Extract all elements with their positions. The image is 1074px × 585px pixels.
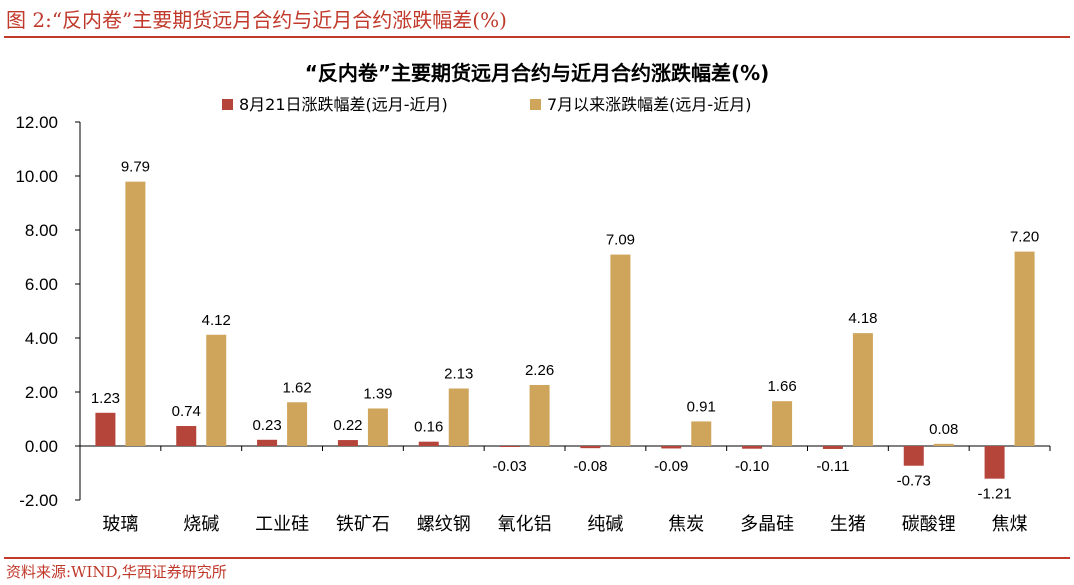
data-label: -0.08 (573, 458, 607, 475)
bar (418, 441, 439, 446)
category-label: 烧碱 (183, 514, 219, 535)
data-label: 0.74 (172, 403, 201, 420)
category-label: 氧化铝 (498, 514, 552, 535)
category-label: 碳酸锂 (902, 514, 956, 535)
bar (176, 426, 197, 446)
y-tick-label: 12.00 (15, 113, 58, 132)
source-note: 资料来源:WIND,华西证券研究所 (6, 563, 227, 581)
category-labels: 玻璃 烧碱 工业硅 铁矿石 螺纹钢 氧化铝 纯碱 焦炭 多晶硅 生猪 碳酸锂 焦煤 (102, 514, 1027, 535)
category-label: 多晶硅 (740, 514, 794, 535)
bar (903, 446, 924, 466)
data-label: -0.03 (492, 458, 526, 475)
bar (822, 446, 843, 449)
bar (367, 408, 388, 446)
category-label: 生猪 (830, 514, 866, 535)
category-label: 焦煤 (992, 514, 1028, 535)
bar-chart: “反内卷”主要期货远月合约与近月合约涨跌幅差(%) 8月21日涨跌幅差(远月-近… (15, 61, 1051, 535)
data-label: 0.16 (414, 419, 443, 436)
data-label: 4.12 (202, 312, 231, 329)
bar (742, 446, 763, 449)
bar (933, 443, 954, 446)
bar (287, 402, 308, 446)
bar (580, 446, 601, 449)
bar (206, 334, 227, 446)
data-label: 4.18 (848, 310, 877, 327)
y-tick-label: 6.00 (25, 275, 58, 294)
legend-label: 7月以来涨跌幅差(远月-近月) (547, 95, 751, 114)
data-label: -0.10 (735, 458, 769, 475)
bar (772, 401, 793, 446)
bar (661, 446, 682, 449)
category-label: 纯碱 (587, 514, 623, 535)
data-label: -0.73 (897, 473, 931, 490)
category-label: 螺纹钢 (417, 514, 471, 535)
data-label: 7.20 (1010, 229, 1039, 246)
data-label: -0.11 (816, 458, 849, 475)
axes: 12.00 10.00 8.00 6.00 4.00 2.00 0.00 -2.00 (15, 113, 1051, 510)
bar (1014, 251, 1035, 446)
figure-caption: 图 2:“反内卷”主要期货远月合约与近月合约涨跌幅差(%) (6, 8, 507, 32)
legend-swatch (222, 99, 233, 110)
bar (852, 333, 873, 446)
y-tick-label: 8.00 (25, 221, 58, 240)
data-label: 2.26 (525, 362, 554, 379)
bar (610, 254, 631, 446)
category-label: 工业硅 (255, 514, 309, 535)
data-label: 1.66 (767, 378, 796, 395)
y-tick-label: 4.00 (25, 329, 58, 348)
bar (257, 439, 278, 446)
data-label: 0.08 (929, 421, 958, 438)
data-label: 1.62 (282, 379, 311, 396)
y-tick-label: 2.00 (25, 383, 58, 402)
bar (337, 440, 358, 446)
top-rule (4, 36, 1070, 38)
data-label: 7.09 (606, 232, 635, 249)
bar (691, 421, 712, 446)
category-label: 铁矿石 (336, 514, 390, 535)
y-tick-label: -2.00 (19, 491, 58, 510)
bar (95, 412, 116, 446)
category-label: 玻璃 (102, 514, 138, 535)
bars (95, 181, 1035, 479)
data-label: 2.13 (444, 365, 473, 382)
bar (984, 446, 1005, 479)
y-tick-label: 10.00 (15, 167, 58, 186)
bar (499, 446, 520, 447)
data-label: -1.21 (977, 486, 1011, 503)
legend-swatch (530, 99, 541, 110)
legend-label: 8月21日涨跌幅差(远月-近月) (239, 95, 448, 114)
data-label: 9.79 (121, 159, 150, 176)
bar (448, 388, 469, 446)
y-tick-label: 0.00 (25, 437, 58, 456)
data-label: 1.23 (91, 390, 120, 407)
data-labels: 1.23 9.79 0.74 4.12 0.23 1.62 0.221.39 0.16 2.13… (91, 159, 1039, 503)
chart-title: “反内卷”主要期货远月合约与近月合约涨跌幅差(%) (305, 61, 770, 85)
data-label: -0.09 (654, 458, 688, 475)
category-label: 焦炭 (668, 514, 704, 535)
bar (529, 384, 550, 446)
legend: 8月21日涨跌幅差(远月-近月) 7月以来涨跌幅差(远月-近月) (222, 95, 751, 114)
data-label: 0.22 (333, 417, 362, 434)
bar (125, 181, 146, 447)
data-label: 0.23 (252, 417, 281, 434)
bottom-rule (4, 557, 1070, 559)
data-label: 1.39 (363, 385, 392, 402)
data-label: 0.91 (687, 398, 716, 415)
